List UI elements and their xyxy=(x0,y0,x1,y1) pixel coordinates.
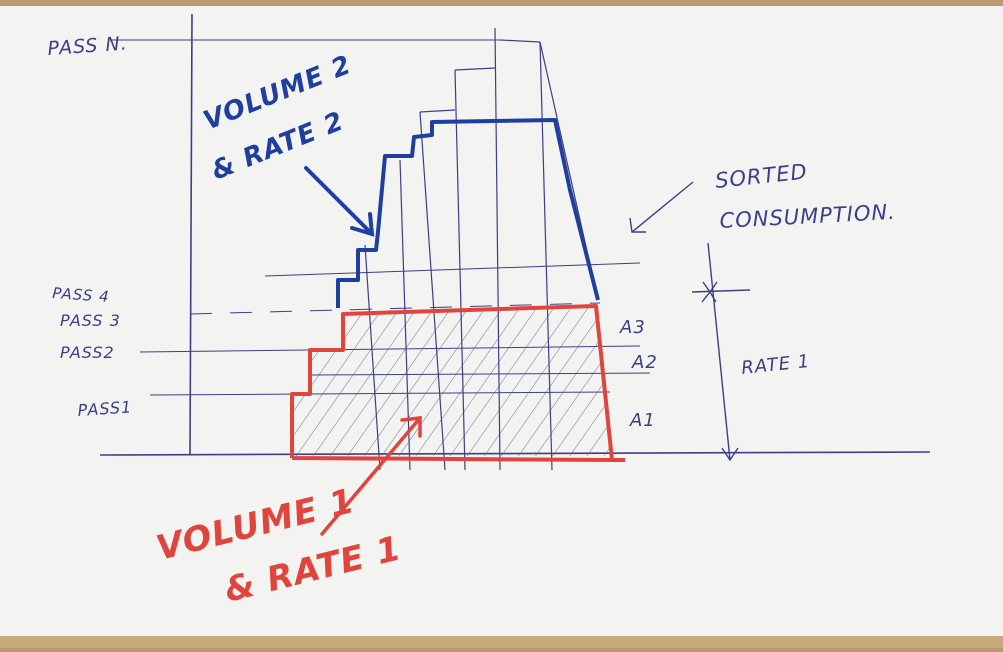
volume-1-outline xyxy=(290,304,625,462)
volume-2-arrow xyxy=(304,166,375,237)
pass-1-label: PASS1 xyxy=(77,397,133,420)
rate-1-dimension xyxy=(691,242,751,462)
sorted-consumption-bars xyxy=(364,27,599,471)
volume-1-arrow xyxy=(320,416,422,536)
pass-4-label: PASS 4 xyxy=(52,284,111,306)
pass-3-label: PASS 3 xyxy=(60,311,121,330)
pass-4-line xyxy=(264,262,641,277)
pass-3-line xyxy=(189,302,601,315)
a1-label: A1 xyxy=(629,410,656,431)
sorted-pointer-arrow xyxy=(629,181,694,233)
a2-label: A2 xyxy=(631,352,658,373)
y-axis xyxy=(189,13,193,456)
pass-2-label: PASS2 xyxy=(60,343,115,362)
volume-2-outline xyxy=(336,118,600,308)
desk-edge-bottom xyxy=(0,636,1003,648)
a3-label: A3 xyxy=(619,317,646,338)
